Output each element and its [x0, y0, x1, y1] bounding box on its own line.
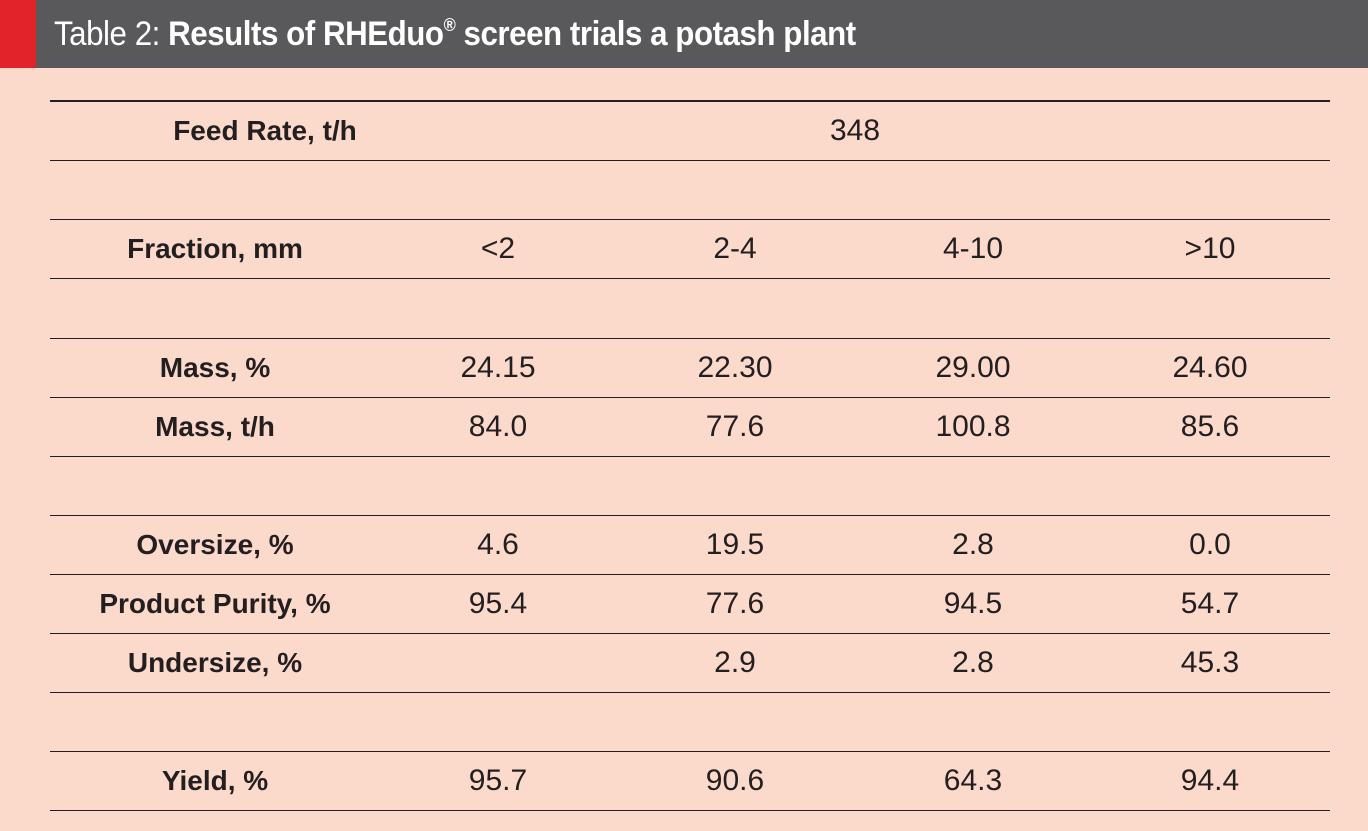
oversize-cell: 2.8 — [952, 528, 994, 561]
row-divider — [50, 633, 1330, 634]
row-divider — [50, 397, 1330, 398]
red-accent-block — [0, 0, 36, 68]
undersize-cell — [398, 633, 598, 692]
oversize-label: Oversize, % — [136, 529, 294, 560]
row-divider — [50, 338, 1330, 339]
purity-cell: 95.4 — [468, 587, 528, 620]
mass-th-cell: 100.8 — [935, 410, 1011, 443]
table-number: Table 2: — [54, 15, 160, 53]
table-top-rule — [50, 100, 1330, 102]
fraction-cell: >10 — [1184, 232, 1236, 265]
row-divider — [50, 219, 1330, 220]
mass-th-cell: 84.0 — [468, 410, 528, 443]
undersize-cell: 2.9 — [714, 646, 756, 679]
mass-pct-cell: 24.60 — [1172, 351, 1248, 384]
row-divider — [50, 751, 1330, 752]
registered-mark: ® — [443, 15, 456, 35]
mass-pct-cell: 29.00 — [935, 351, 1011, 384]
undersize-cell: 45.3 — [1180, 646, 1240, 679]
title-rest: screen trials a potash plant — [463, 15, 857, 53]
table-bottom-rule — [50, 810, 1330, 811]
table-title-main: Results of RHEduo® screen trials a potas… — [168, 15, 856, 53]
mass-th-cell: 85.6 — [1180, 410, 1240, 443]
oversize-cell: 4.6 — [477, 528, 519, 561]
mass-pct-cell: 24.15 — [460, 351, 536, 384]
yield-label: Yield, % — [161, 765, 269, 796]
row-divider — [50, 278, 1330, 279]
feed-rate-label: Feed Rate, t/h — [173, 115, 357, 146]
yield-cell: 64.3 — [943, 764, 1003, 797]
undersize-cell: 2.8 — [952, 646, 994, 679]
fraction-cell: 4-10 — [942, 232, 1004, 265]
fraction-cell: <2 — [480, 232, 516, 265]
fraction-label: Fraction, mm — [127, 233, 303, 264]
yield-cell: 94.4 — [1180, 764, 1240, 797]
oversize-cell: 19.5 — [705, 528, 765, 561]
feed-rate-value: 348 — [829, 114, 881, 147]
table-header-bar: Table 2: Results of RHEduo® screen trial… — [0, 0, 1368, 68]
mass-th-label: Mass, t/h — [155, 411, 275, 442]
yield-cell: 95.7 — [468, 764, 528, 797]
mass-pct-cell: 22.30 — [697, 351, 773, 384]
fraction-cell: 2-4 — [713, 232, 757, 265]
table-title: Table 2: Results of RHEduo® screen trial… — [54, 0, 856, 68]
purity-cell: 77.6 — [705, 587, 765, 620]
undersize-label: Undersize, % — [127, 647, 303, 678]
row-divider — [50, 160, 1330, 161]
title-product-name: Results of RHEduo — [168, 15, 444, 53]
row-divider — [50, 515, 1330, 516]
mass-th-cell: 77.6 — [705, 410, 765, 443]
oversize-cell: 0.0 — [1189, 528, 1231, 561]
row-divider — [50, 692, 1330, 693]
row-divider — [50, 456, 1330, 457]
row-divider — [50, 574, 1330, 575]
purity-cell: 54.7 — [1180, 587, 1240, 620]
mass-pct-label: Mass, % — [159, 352, 271, 383]
yield-cell: 90.6 — [705, 764, 765, 797]
purity-cell: 94.5 — [943, 587, 1003, 620]
purity-label: Product Purity, % — [99, 588, 331, 619]
